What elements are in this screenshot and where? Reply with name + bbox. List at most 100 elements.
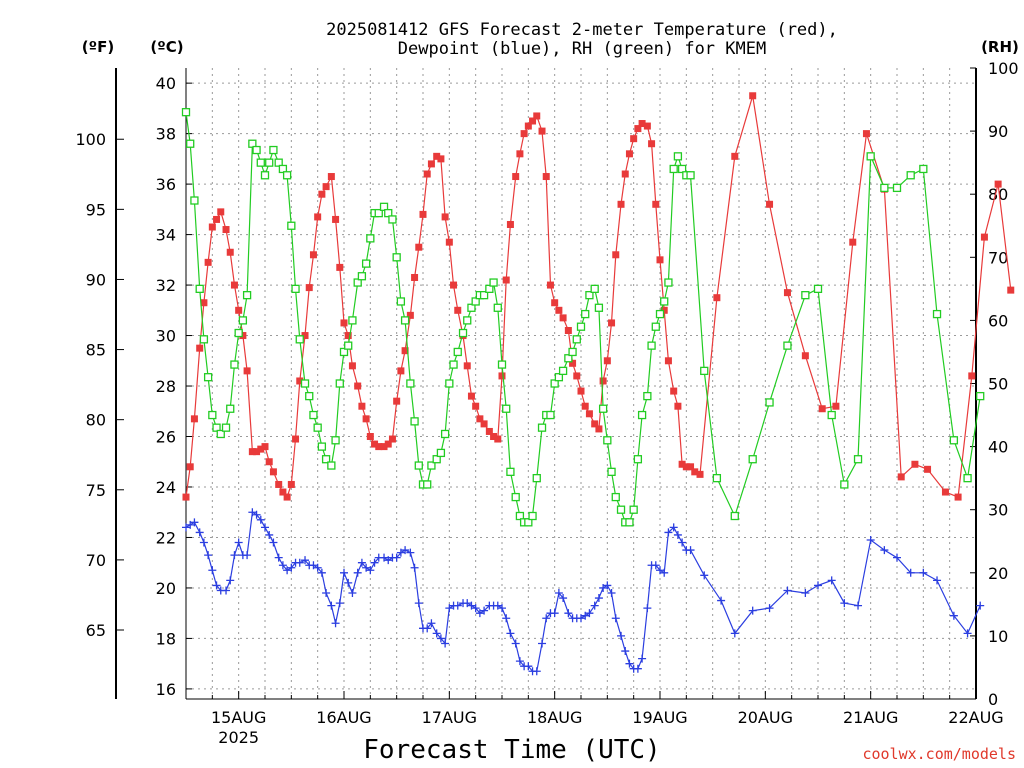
x-axis-label: Forecast Time (UTC)	[363, 735, 660, 765]
rh-point	[300, 379, 310, 388]
dewpoint-point	[669, 523, 678, 532]
dewpoint-point	[463, 599, 472, 608]
rh-point	[384, 208, 393, 218]
rh-point	[353, 278, 362, 287]
rh-point	[603, 436, 612, 445]
rh-point	[712, 473, 722, 483]
rh-tick-label: 90	[988, 122, 1008, 141]
temperature-point	[1007, 286, 1015, 294]
dewpoint-point	[392, 553, 401, 562]
rh-point	[643, 391, 652, 401]
temperature-point	[512, 173, 520, 181]
dewpoint-point	[256, 515, 265, 524]
rh-point	[260, 171, 270, 180]
dewpoint-point	[348, 588, 357, 597]
temperature-point	[222, 226, 230, 234]
celsius-tick-label: 40	[156, 74, 176, 93]
temperature-point	[397, 367, 405, 375]
rh-point	[655, 309, 665, 319]
rh-point	[651, 322, 660, 331]
temperature-point	[287, 480, 295, 488]
rh-point	[432, 455, 441, 464]
dewpoint-point	[344, 578, 353, 587]
dewpoint-point	[317, 568, 326, 577]
dewpoint-point	[222, 586, 231, 595]
rh-point	[348, 316, 357, 325]
rh-point	[497, 360, 507, 369]
temperature-point	[230, 281, 238, 289]
dewpoint-point	[208, 566, 217, 575]
rh-point	[502, 404, 511, 413]
dewpoint-point	[590, 601, 599, 610]
celsius-tick-label: 32	[156, 276, 176, 295]
temperature-point	[327, 173, 335, 181]
dewpoint-point	[269, 538, 278, 547]
rh-point	[880, 183, 889, 193]
temperature-point	[322, 183, 330, 191]
dewpoint-point	[243, 551, 252, 560]
x-tick-label: 21AUG	[843, 708, 898, 727]
dewpoint-point	[309, 561, 318, 570]
rh-point	[564, 354, 573, 363]
temperature-point	[384, 440, 392, 448]
rh-point	[550, 379, 559, 388]
dewpoint-point	[327, 601, 336, 610]
dewpoint-point	[252, 510, 261, 519]
rh-tick-label: 80	[988, 185, 1008, 204]
dewpoint-point	[814, 581, 822, 590]
dewpoint-point	[493, 601, 502, 610]
temperature-point	[226, 248, 234, 256]
dewpoint-point	[380, 553, 389, 562]
rh-point	[366, 234, 375, 243]
temperature-point	[401, 347, 409, 355]
dewpoint-point	[511, 639, 520, 648]
rh-point	[410, 417, 419, 426]
rh-point	[554, 373, 564, 382]
dewpoint-point	[301, 556, 310, 565]
temperature-point	[595, 425, 603, 433]
temperature-point	[393, 397, 401, 405]
temperature-point	[423, 170, 431, 178]
dewpoint-point	[730, 629, 739, 638]
dewpoint-point	[532, 667, 541, 676]
rh-point	[414, 461, 423, 470]
dewpoint-point	[313, 563, 322, 572]
temperature-point	[235, 306, 243, 314]
rh-point	[321, 455, 331, 464]
dewpoint-point	[186, 520, 195, 529]
dewpoint-point	[554, 588, 563, 597]
dewpoint-point	[410, 563, 419, 572]
dewpoint-point	[396, 548, 405, 557]
fahrenheit-tick-label: 90	[86, 270, 106, 289]
dewpoint-point	[854, 601, 863, 610]
dewpoint-point	[340, 568, 348, 577]
dewpoint-point	[362, 563, 371, 572]
temperature-point	[253, 448, 261, 456]
rh-point	[195, 284, 204, 294]
series-dewpoint	[182, 508, 985, 676]
dewpoint-point	[599, 583, 608, 592]
chart-title-line-1: 2025081412 GFS Forecast 2-meter Temperat…	[326, 20, 838, 40]
rh-point	[221, 423, 231, 432]
rh-point	[765, 398, 774, 407]
axis-ticks: 16 18 20 22 24 26 28 30 32 34 36 38 40 65 70 75 80 85 90 95…	[75, 59, 1018, 747]
rh-point	[664, 278, 673, 287]
rh-point	[963, 473, 972, 483]
temperature-point	[524, 122, 532, 130]
temperature-point	[696, 470, 704, 478]
rh-point	[532, 473, 541, 483]
fahrenheit-unit-label: (ºF)	[82, 38, 114, 56]
rh-point	[976, 391, 985, 401]
temperature-point	[569, 359, 577, 367]
temperature-point	[749, 92, 757, 100]
temperature-point	[911, 460, 919, 468]
dewpoint-point	[335, 599, 344, 608]
rh-point	[436, 448, 446, 458]
rh-point	[445, 379, 454, 388]
temperature-point	[186, 463, 194, 471]
dewpoint-point	[717, 596, 726, 605]
temperature-point	[502, 276, 510, 284]
rh-point	[467, 303, 476, 312]
dewpoint-point	[195, 528, 204, 537]
dewpoint-point	[827, 576, 836, 585]
